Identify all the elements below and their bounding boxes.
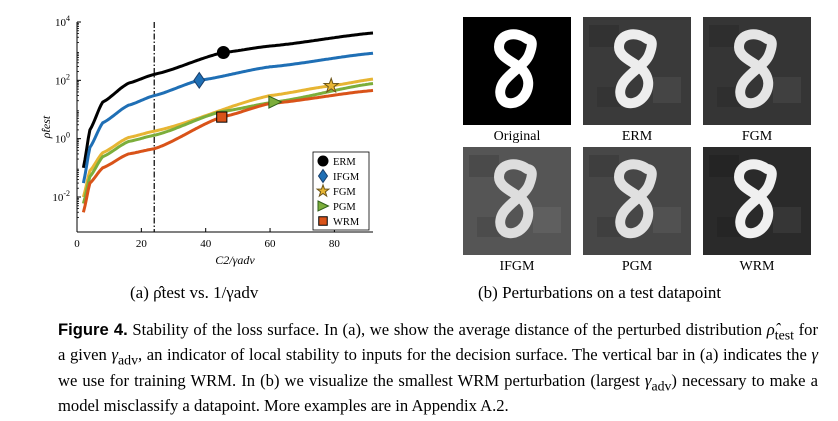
tile-ifgm: IFGM bbox=[463, 147, 571, 274]
tile-label-original: Original bbox=[493, 129, 541, 144]
data-marker-wrm bbox=[216, 111, 228, 123]
tile-erm: ERM bbox=[583, 17, 691, 144]
digit-image-ifgm bbox=[463, 147, 571, 255]
tile-label-erm: ERM bbox=[621, 129, 653, 144]
tile-label-ifgm: IFGM bbox=[499, 259, 535, 274]
tile-label-fgm: FGM bbox=[741, 129, 773, 144]
caption-text-5: ) necessary to make a model misclassify … bbox=[58, 370, 819, 415]
legend-marker-ifgm bbox=[317, 168, 329, 184]
legend-marker-fgm bbox=[315, 183, 331, 198]
digit-image-pgm bbox=[583, 147, 691, 255]
x-tick-label: 40 bbox=[200, 238, 212, 250]
caption-rho-sub: test bbox=[774, 327, 794, 343]
legend-label-wrm: WRM bbox=[333, 217, 360, 228]
caption-text-2: for a given bbox=[58, 320, 819, 365]
x-tick-label: 80 bbox=[329, 238, 341, 250]
legend-label-erm: ERM bbox=[333, 157, 356, 168]
subcaption-a: (a) ρ̂test vs. 1/γadv bbox=[130, 283, 259, 302]
digit-image-original bbox=[463, 17, 571, 125]
digit-image-erm bbox=[583, 17, 691, 125]
caption-rho: ρ̂ bbox=[766, 320, 775, 339]
y-tick-label: 104 bbox=[55, 14, 70, 29]
data-marker-ifgm bbox=[193, 71, 206, 90]
digit-image-fgm bbox=[703, 17, 811, 125]
legend-label-fgm: FGM bbox=[333, 187, 356, 198]
caption-text-1: Stability of the loss surface. In (a), w… bbox=[127, 320, 767, 339]
tile-pgm: PGM bbox=[583, 147, 691, 274]
caption-gamma: γ bbox=[111, 345, 119, 365]
series-line-ifgm bbox=[81, 51, 374, 184]
caption-gamma-3-sub: adv bbox=[651, 377, 672, 393]
digit-image-wrm bbox=[703, 147, 811, 255]
data-marker-fgm bbox=[322, 76, 340, 94]
x-tick-label: 20 bbox=[136, 238, 148, 250]
legend-marker-erm bbox=[317, 155, 329, 167]
series-line-fgm bbox=[81, 77, 374, 198]
caption-text-4: we use for training WRM. In (b) we visua… bbox=[58, 370, 645, 390]
x-axis-label: C2/γadv bbox=[215, 253, 255, 267]
legend-label-ifgm: IFGM bbox=[333, 172, 360, 183]
caption-text-3: , an indicator of local stability to inp… bbox=[137, 345, 812, 365]
x-tick-label: 60 bbox=[265, 238, 277, 250]
y-tick-label: 10-2 bbox=[52, 189, 70, 204]
tile-original: Original bbox=[463, 17, 571, 144]
legend-marker-wrm bbox=[318, 216, 328, 226]
caption-label: Figure 4. bbox=[58, 320, 128, 339]
caption-gamma-3: γ bbox=[644, 370, 652, 390]
tile-fgm: FGM bbox=[703, 17, 811, 144]
caption-gamma-sub: adv bbox=[118, 352, 138, 368]
y-tick-label: 102 bbox=[55, 72, 70, 87]
subcaption-b: (b) Perturbations on a test datapoint bbox=[478, 283, 722, 302]
legend-marker-pgm bbox=[317, 200, 330, 212]
y-tick-label: 100 bbox=[55, 131, 70, 146]
figure-caption: Figure 4. Stability of the loss surface.… bbox=[58, 320, 818, 416]
tile-wrm: WRM bbox=[703, 147, 811, 274]
series-line-wrm bbox=[81, 88, 374, 213]
tile-label-pgm: PGM bbox=[621, 259, 653, 274]
series-line-pgm bbox=[81, 82, 374, 204]
data-marker-erm bbox=[216, 46, 230, 60]
legend-label-pgm: PGM bbox=[333, 202, 356, 213]
data-marker-pgm bbox=[268, 95, 283, 109]
caption-gamma-2: γ bbox=[811, 345, 818, 365]
y-axis-label: ρ̂test bbox=[39, 115, 53, 139]
x-tick-label: 0 bbox=[74, 238, 80, 250]
tile-label-wrm: WRM bbox=[739, 259, 775, 274]
